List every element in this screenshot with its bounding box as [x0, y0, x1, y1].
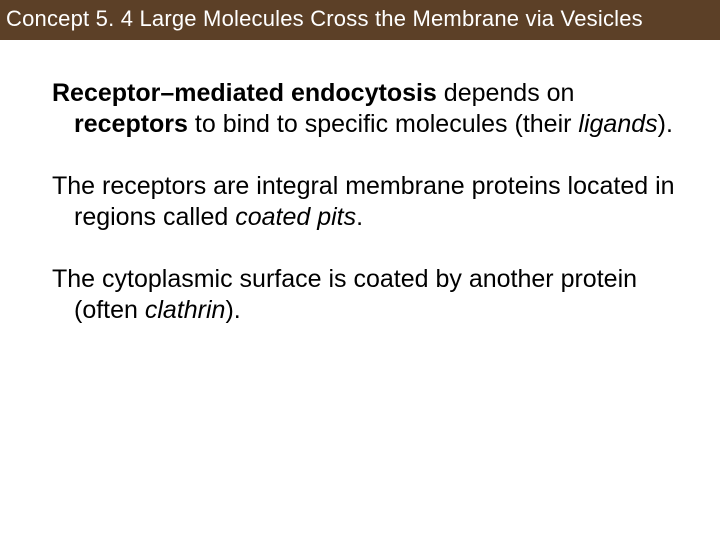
slide-header: Concept 5. 4 Large Molecules Cross the M… [0, 0, 720, 40]
paragraph-2: The receptors are integral membrane prot… [52, 171, 680, 232]
slide-title: Concept 5. 4 Large Molecules Cross the M… [6, 6, 643, 31]
slide-body: Receptor–mediated endocytosis depends on… [0, 40, 720, 325]
paragraph-1: Receptor–mediated endocytosis depends on… [52, 78, 680, 139]
paragraph-3: The cytoplasmic surface is coated by ano… [52, 264, 680, 325]
text-run: ). [225, 296, 240, 324]
text-run: clathrin [145, 296, 226, 324]
text-run: coated pits [235, 203, 356, 231]
text-run: The receptors are integral membrane prot… [52, 172, 675, 231]
text-run: receptors [74, 110, 188, 138]
text-run: The cytoplasmic surface is coated by ano… [52, 265, 637, 324]
text-run: ligands [578, 110, 657, 138]
text-run: Receptor–mediated endocytosis [52, 79, 437, 107]
text-run: ). [658, 110, 673, 138]
text-run: depends on [437, 79, 575, 107]
text-run: . [356, 203, 363, 231]
text-run: to bind to specific molecules (their [188, 110, 578, 138]
